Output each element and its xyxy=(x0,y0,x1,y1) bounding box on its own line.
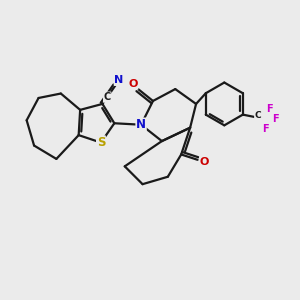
Text: O: O xyxy=(128,79,138,89)
Text: N: N xyxy=(114,75,124,85)
Text: C: C xyxy=(254,111,261,120)
Text: O: O xyxy=(200,157,209,167)
Text: F: F xyxy=(266,104,273,114)
Text: F: F xyxy=(262,124,269,134)
Text: F: F xyxy=(272,114,278,124)
Text: N: N xyxy=(136,118,146,131)
Text: C: C xyxy=(103,92,111,102)
Text: S: S xyxy=(97,136,105,149)
